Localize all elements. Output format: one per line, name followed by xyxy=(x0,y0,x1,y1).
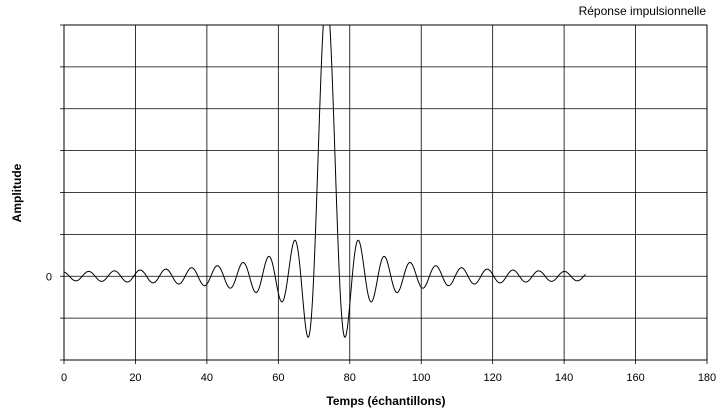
chart-title: Réponse impulsionnelle xyxy=(579,4,707,18)
x-tick-label: 40 xyxy=(201,372,213,384)
x-tick-label: 100 xyxy=(412,372,430,384)
x-tick-label: 160 xyxy=(626,372,644,384)
x-tick-label: 0 xyxy=(61,372,67,384)
x-tick-label: 80 xyxy=(344,372,356,384)
x-tick-label: 20 xyxy=(129,372,141,384)
x-tick-label: 140 xyxy=(555,372,573,384)
y-axis-ticks xyxy=(60,24,64,361)
series-line-impulse-response xyxy=(64,25,586,338)
y-tick-label: 0 xyxy=(46,271,52,283)
x-axis-label: Temps (échantillons) xyxy=(326,394,445,408)
y-axis-label: Amplitude xyxy=(10,163,24,222)
x-tick-label: 120 xyxy=(483,372,501,384)
grid xyxy=(63,24,708,364)
y-tick-labels: 0 xyxy=(46,271,52,283)
x-tick-label: 180 xyxy=(698,372,716,384)
x-tick-labels: 0 20 40 60 80 100 120 140 160 180 xyxy=(61,372,716,384)
x-tick-label: 60 xyxy=(272,372,284,384)
